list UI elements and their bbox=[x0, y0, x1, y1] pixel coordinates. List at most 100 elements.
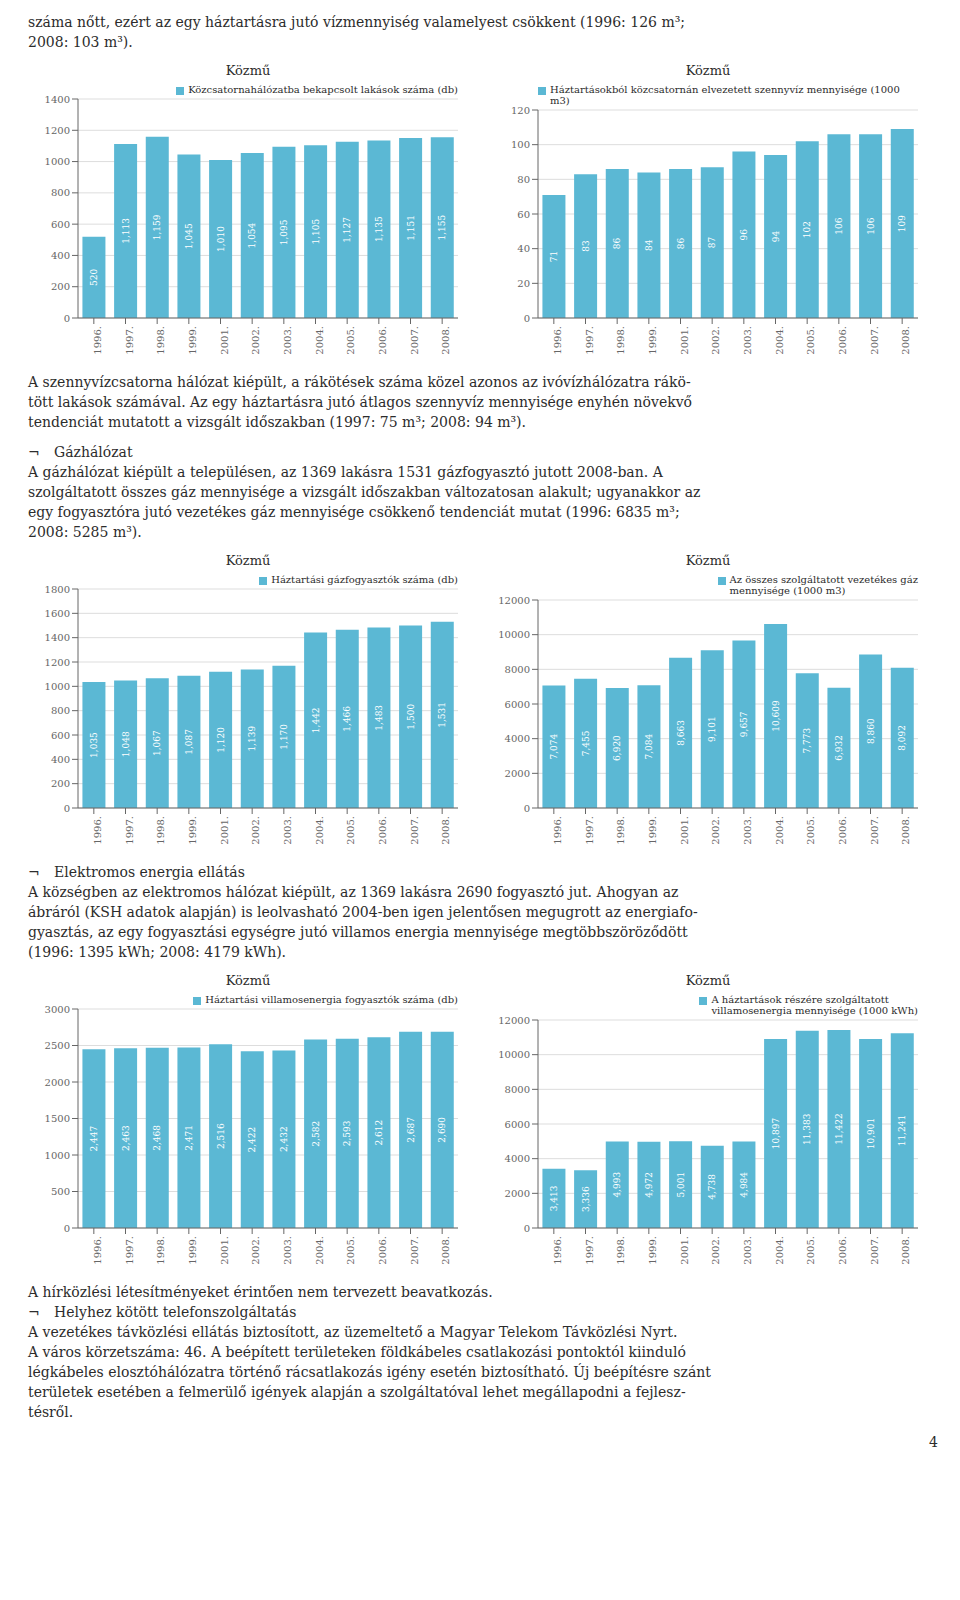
svg-text:109: 109 bbox=[897, 215, 907, 232]
svg-text:2001.: 2001. bbox=[219, 326, 230, 355]
svg-text:3,413: 3,413 bbox=[549, 1185, 559, 1211]
svg-text:2,432: 2,432 bbox=[279, 1126, 289, 1152]
svg-text:1000: 1000 bbox=[45, 681, 70, 692]
svg-text:2003.: 2003. bbox=[282, 816, 293, 845]
svg-text:4000: 4000 bbox=[505, 1153, 530, 1164]
svg-text:10000: 10000 bbox=[498, 1049, 530, 1060]
svg-text:1998.: 1998. bbox=[155, 1236, 166, 1265]
svg-text:0: 0 bbox=[524, 803, 530, 814]
svg-text:1996.: 1996. bbox=[92, 326, 103, 355]
svg-text:1,035: 1,035 bbox=[89, 732, 99, 758]
svg-text:1998.: 1998. bbox=[615, 816, 626, 845]
svg-text:4,738: 4,738 bbox=[707, 1174, 717, 1200]
svg-text:1,500: 1,500 bbox=[406, 704, 416, 730]
svg-text:106: 106 bbox=[866, 217, 876, 234]
svg-text:2001.: 2001. bbox=[219, 1236, 230, 1265]
svg-text:2008.: 2008. bbox=[440, 326, 451, 355]
svg-text:1999.: 1999. bbox=[647, 1236, 658, 1265]
svg-text:1000: 1000 bbox=[45, 156, 70, 167]
svg-text:2007.: 2007. bbox=[409, 1236, 420, 1265]
svg-text:3000: 3000 bbox=[45, 1004, 70, 1015]
svg-text:11,383: 11,383 bbox=[802, 1113, 812, 1145]
svg-text:1997.: 1997. bbox=[124, 816, 135, 845]
svg-text:1996.: 1996. bbox=[92, 1236, 103, 1265]
svg-text:2,612: 2,612 bbox=[374, 1120, 384, 1146]
svg-text:86: 86 bbox=[612, 237, 622, 249]
svg-text:2004.: 2004. bbox=[774, 326, 785, 355]
svg-text:1,531: 1,531 bbox=[437, 702, 447, 728]
svg-text:2005.: 2005. bbox=[345, 326, 356, 355]
svg-text:1996.: 1996. bbox=[552, 816, 563, 845]
svg-text:1200: 1200 bbox=[45, 657, 70, 668]
svg-text:1996.: 1996. bbox=[552, 1236, 563, 1265]
svg-text:2001.: 2001. bbox=[219, 816, 230, 845]
svg-text:11,422: 11,422 bbox=[834, 1113, 844, 1145]
svg-text:6,920: 6,920 bbox=[612, 735, 622, 761]
svg-text:71: 71 bbox=[549, 251, 559, 262]
svg-text:2002.: 2002. bbox=[710, 1236, 721, 1265]
svg-text:83: 83 bbox=[581, 240, 591, 252]
svg-text:2003.: 2003. bbox=[742, 816, 753, 845]
svg-text:1998.: 1998. bbox=[615, 326, 626, 355]
svg-text:1,170: 1,170 bbox=[279, 724, 289, 750]
svg-text:2002.: 2002. bbox=[250, 816, 261, 845]
svg-text:6000: 6000 bbox=[505, 1119, 530, 1130]
svg-text:7,773: 7,773 bbox=[802, 727, 812, 753]
svg-text:10000: 10000 bbox=[498, 629, 530, 640]
svg-text:2008.: 2008. bbox=[440, 816, 451, 845]
svg-text:2002.: 2002. bbox=[250, 1236, 261, 1265]
svg-text:2004.: 2004. bbox=[774, 816, 785, 845]
svg-text:2006.: 2006. bbox=[377, 326, 388, 355]
svg-text:2005.: 2005. bbox=[345, 816, 356, 845]
svg-text:1,135: 1,135 bbox=[374, 216, 384, 242]
svg-text:80: 80 bbox=[517, 174, 530, 185]
svg-text:1998.: 1998. bbox=[155, 326, 166, 355]
svg-text:1997.: 1997. bbox=[584, 326, 595, 355]
svg-text:2,593: 2,593 bbox=[342, 1120, 352, 1146]
svg-text:2,582: 2,582 bbox=[311, 1121, 321, 1147]
svg-text:11,241: 11,241 bbox=[897, 1115, 907, 1147]
svg-text:2001.: 2001. bbox=[679, 816, 690, 845]
svg-text:2,471: 2,471 bbox=[184, 1125, 194, 1151]
svg-text:8,092: 8,092 bbox=[897, 725, 907, 751]
svg-text:7,074: 7,074 bbox=[549, 734, 559, 760]
svg-text:20: 20 bbox=[517, 278, 530, 289]
svg-text:2003.: 2003. bbox=[282, 1236, 293, 1265]
svg-text:520: 520 bbox=[89, 268, 99, 285]
svg-text:2008.: 2008. bbox=[900, 1236, 911, 1265]
svg-text:2005.: 2005. bbox=[805, 1236, 816, 1265]
svg-text:0: 0 bbox=[524, 313, 530, 324]
svg-text:1400: 1400 bbox=[45, 632, 70, 643]
svg-text:1999.: 1999. bbox=[187, 1236, 198, 1265]
svg-text:9,657: 9,657 bbox=[739, 711, 749, 737]
svg-text:1,151: 1,151 bbox=[406, 215, 416, 241]
svg-text:0: 0 bbox=[524, 1223, 530, 1234]
svg-text:100: 100 bbox=[511, 139, 530, 150]
svg-text:10,897: 10,897 bbox=[771, 1118, 781, 1150]
svg-text:7,084: 7,084 bbox=[644, 733, 654, 759]
svg-text:2004.: 2004. bbox=[314, 1236, 325, 1265]
svg-text:6000: 6000 bbox=[505, 699, 530, 710]
svg-text:1,095: 1,095 bbox=[279, 219, 289, 245]
svg-text:1,139: 1,139 bbox=[247, 726, 257, 752]
svg-text:1400: 1400 bbox=[45, 94, 70, 105]
svg-text:2005.: 2005. bbox=[805, 816, 816, 845]
svg-text:2002.: 2002. bbox=[250, 326, 261, 355]
svg-text:1999.: 1999. bbox=[647, 326, 658, 355]
svg-text:12000: 12000 bbox=[498, 595, 530, 606]
svg-text:1,127: 1,127 bbox=[342, 217, 352, 243]
svg-text:2008.: 2008. bbox=[900, 326, 911, 355]
svg-text:87: 87 bbox=[707, 237, 717, 249]
svg-text:200: 200 bbox=[51, 281, 70, 292]
svg-text:1500: 1500 bbox=[45, 1113, 70, 1124]
svg-text:2007.: 2007. bbox=[409, 326, 420, 355]
svg-text:2006.: 2006. bbox=[837, 1236, 848, 1265]
svg-text:1,048: 1,048 bbox=[121, 731, 131, 757]
svg-text:1,087: 1,087 bbox=[184, 729, 194, 755]
svg-text:500: 500 bbox=[51, 1186, 70, 1197]
svg-text:2,690: 2,690 bbox=[437, 1117, 447, 1143]
svg-text:2002.: 2002. bbox=[710, 816, 721, 845]
svg-text:1800: 1800 bbox=[45, 584, 70, 595]
svg-text:2002.: 2002. bbox=[710, 326, 721, 355]
svg-text:1999.: 1999. bbox=[187, 816, 198, 845]
